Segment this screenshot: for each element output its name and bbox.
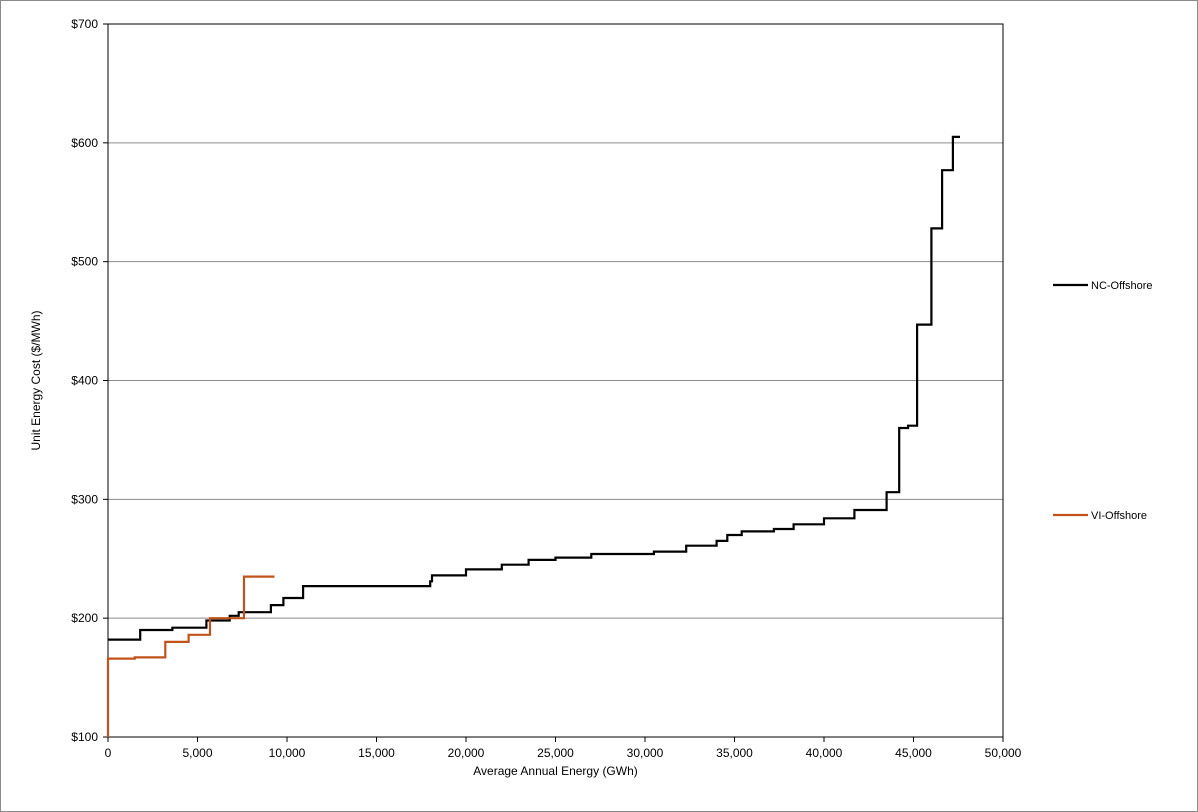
- x-axis-title: Average Annual Energy (GWh): [473, 764, 638, 778]
- x-tick-label: 25,000: [537, 746, 574, 760]
- gridlines: [108, 142, 1003, 619]
- y-tick-label: $300: [71, 492, 98, 506]
- series-lines: [106, 135, 960, 737]
- legend-label: NC-Offshore: [1091, 280, 1153, 292]
- x-tick-label: 10,000: [269, 746, 306, 760]
- x-tick-label: 40,000: [806, 746, 843, 760]
- legend-label: VI-Offshore: [1091, 510, 1147, 522]
- legend: NC-Offshore VI-Offshore: [1053, 280, 1153, 522]
- y-tick-label: $500: [71, 255, 98, 269]
- series-line-nc-offshore: [108, 135, 960, 641]
- x-tick-label: 20,000: [448, 746, 485, 760]
- x-axis: 0 5,000 10,000 15,000 20,000 25,000 30,000 35,0…: [105, 737, 1022, 760]
- y-tick-label: $400: [71, 374, 98, 388]
- x-tick-label: 35,000: [716, 746, 753, 760]
- x-tick-label: 5,000: [182, 746, 212, 760]
- x-tick-label: 15,000: [358, 746, 395, 760]
- y-tick-label: $700: [71, 17, 98, 31]
- y-tick-label: $100: [71, 730, 98, 744]
- y-tick-label: $200: [71, 611, 98, 625]
- y-axis-title: Unit Energy Cost ($/MWh): [29, 310, 43, 450]
- x-tick-label: 0: [105, 746, 112, 760]
- x-tick-label: 50,000: [985, 746, 1022, 760]
- y-tick-label: $600: [71, 136, 98, 150]
- x-tick-label: 45,000: [895, 746, 932, 760]
- series-line-vi-offshore: [106, 575, 275, 737]
- x-tick-label: 30,000: [627, 746, 664, 760]
- y-axis: $100 $200 $300 $400 $500 $600 $700: [71, 17, 108, 744]
